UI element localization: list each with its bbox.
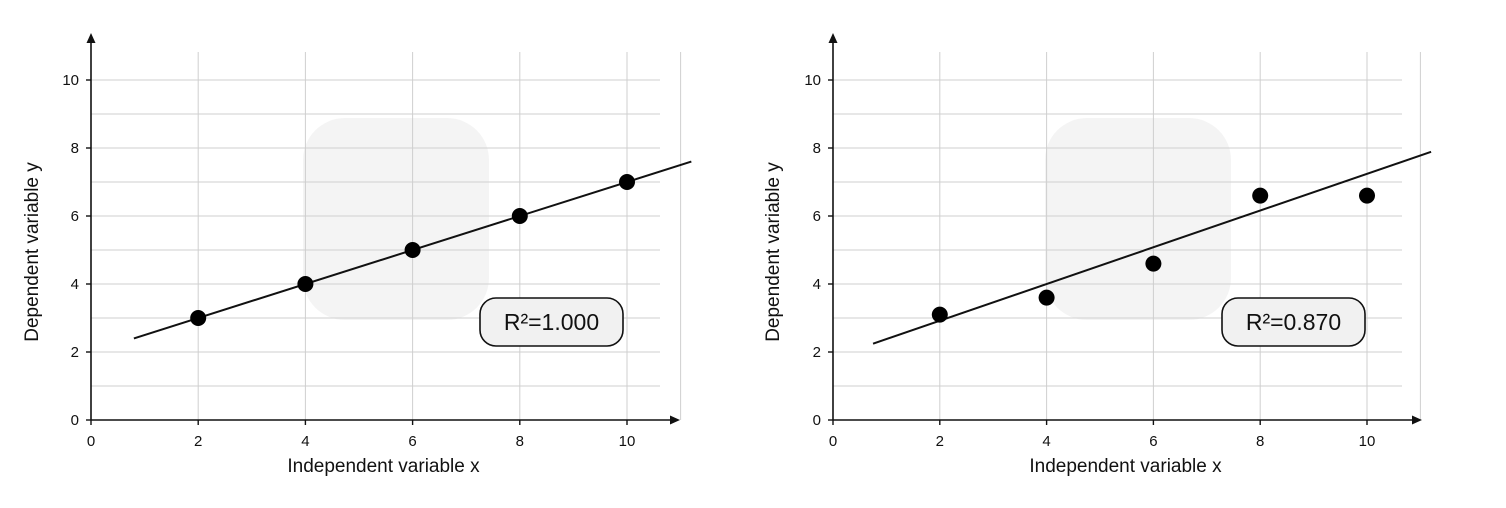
chart-panel-1: 0 2 4 6 8 10 0 2 4 6 8 10 Independent variable x Depe… [22, 33, 692, 477]
data-point [404, 242, 421, 258]
data-point [931, 306, 948, 323]
x-axis-title: Independent variable x [1029, 456, 1222, 477]
y-tick-label: 8 [813, 140, 821, 157]
data-point [1145, 255, 1162, 272]
r2-label: R²=1.000 [504, 309, 599, 335]
y-tick-label: 8 [71, 140, 79, 157]
y-tick-label: 10 [804, 72, 821, 89]
data-point [190, 310, 207, 326]
data-point [619, 174, 635, 190]
regression-line [872, 150, 1432, 345]
x-tick-label: 10 [619, 433, 636, 450]
data-point [1038, 289, 1055, 306]
x-axis-arrow [670, 415, 680, 425]
r2-box [1221, 297, 1366, 347]
y-axis-title: Dependent variable y [763, 162, 784, 342]
x-tick-label: 0 [829, 433, 837, 450]
y-tick-label: 10 [62, 72, 79, 89]
x-tick-label: 2 [936, 433, 944, 450]
grid [833, 52, 1421, 420]
x-tick-label: 4 [1042, 433, 1050, 450]
x-tick-label: 2 [194, 433, 202, 450]
x-tick-label: 6 [1149, 433, 1157, 450]
r2-label: R²=0.870 [1246, 309, 1341, 335]
y-tick-label: 2 [71, 344, 79, 361]
x-tick-label: 4 [301, 433, 309, 450]
y-tick-label: 2 [813, 344, 821, 361]
data-point [297, 276, 314, 292]
x-tick-label: 10 [1359, 433, 1376, 450]
y-axis-arrow [86, 33, 96, 43]
x-tick-label: 8 [1256, 433, 1264, 450]
r2-box [479, 297, 624, 347]
chart-panel-2: 0 2 4 6 8 10 0 2 4 6 8 10 Independent variable x Depe… [763, 33, 1432, 477]
x-axis-arrow [1412, 415, 1422, 425]
data-point [1359, 187, 1375, 204]
y-tick-label: 4 [71, 276, 79, 293]
y-tick-label: 6 [71, 208, 79, 225]
y-tick-label: 0 [813, 412, 821, 429]
data-point [511, 208, 528, 224]
y-tick-label: 4 [813, 276, 821, 293]
y-tick-label: 0 [71, 412, 79, 429]
x-tick-label: 6 [408, 433, 416, 450]
x-axis-title: Independent variable x [287, 456, 480, 477]
y-tick-label: 6 [813, 208, 821, 225]
y-axis-title: Dependent variable y [22, 162, 43, 342]
x-tick-label: 8 [516, 433, 524, 450]
data-point [1252, 187, 1269, 204]
y-axis-arrow [828, 33, 838, 43]
x-tick-label: 0 [87, 433, 95, 450]
